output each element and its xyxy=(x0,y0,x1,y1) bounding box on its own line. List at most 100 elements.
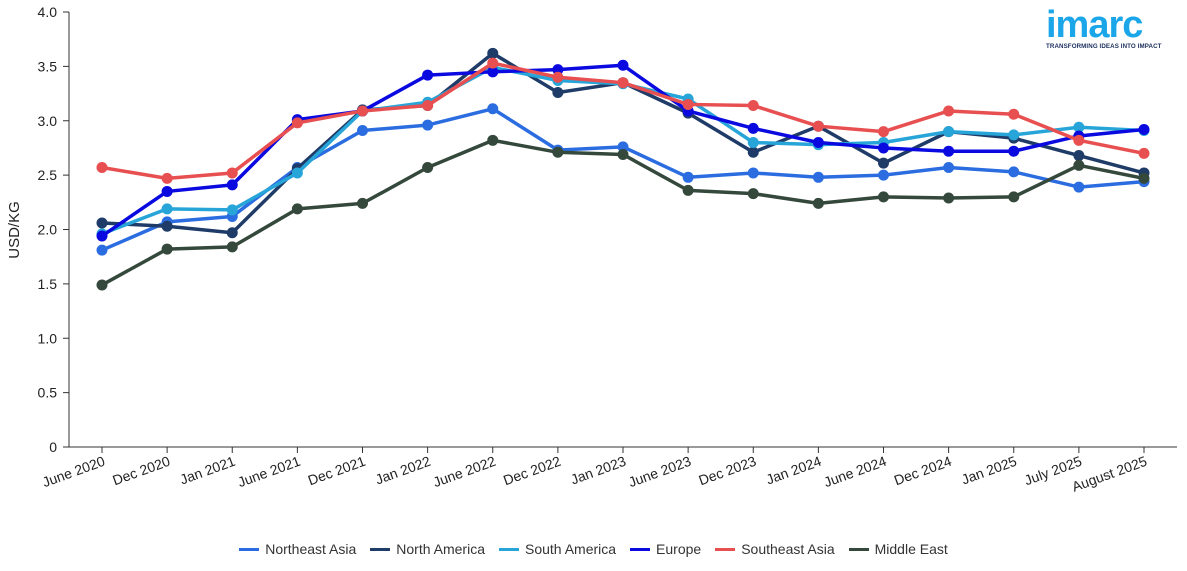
data-point-europe[interactable] xyxy=(1138,123,1150,135)
legend-item-south-america[interactable]: South America xyxy=(498,541,617,557)
data-point-middle-east[interactable] xyxy=(878,191,889,203)
data-point-north-america[interactable] xyxy=(878,157,889,169)
y-tick-label: 0.5 xyxy=(38,385,58,401)
y-tick-label: 1.5 xyxy=(38,276,58,292)
data-point-europe[interactable] xyxy=(422,69,434,81)
data-point-southeast-asia[interactable] xyxy=(617,77,629,89)
data-point-northeast-asia[interactable] xyxy=(96,244,108,256)
data-point-north-america[interactable] xyxy=(1073,150,1085,162)
data-point-southeast-asia[interactable] xyxy=(1008,108,1020,120)
data-point-southeast-asia[interactable] xyxy=(422,100,434,112)
data-point-northeast-asia[interactable] xyxy=(617,141,629,153)
data-point-northeast-asia[interactable] xyxy=(1073,181,1085,193)
data-point-southeast-asia[interactable] xyxy=(1073,134,1085,146)
data-point-europe[interactable] xyxy=(487,66,499,78)
data-point-northeast-asia[interactable] xyxy=(682,171,694,183)
data-point-southeast-asia[interactable] xyxy=(1138,147,1150,159)
legend-item-northeast-asia[interactable]: Northeast Asia xyxy=(239,541,356,557)
data-point-europe[interactable] xyxy=(617,59,629,71)
x-tick-label: Jan 2022 xyxy=(373,453,433,488)
data-point-europe[interactable] xyxy=(552,64,564,76)
chart-legend: Northeast Asia North America South America… xyxy=(0,541,1187,557)
data-point-north-america[interactable] xyxy=(226,227,238,239)
data-point-southeast-asia[interactable] xyxy=(357,105,368,117)
x-tick-label: June 2023 xyxy=(626,453,693,490)
x-tick-label: Jan 2025 xyxy=(959,453,1019,488)
y-tick-label: 2.5 xyxy=(38,167,58,183)
data-point-middle-east[interactable] xyxy=(1073,159,1085,171)
data-point-southeast-asia[interactable] xyxy=(878,126,889,138)
data-point-europe[interactable] xyxy=(161,185,173,197)
y-tick-label: 4.0 xyxy=(38,4,58,20)
data-point-southeast-asia[interactable] xyxy=(487,57,499,69)
imarc-logo: imarc TRANSFORMING IDEAS INTO IMPACT xyxy=(1044,4,1164,54)
data-point-middle-east[interactable] xyxy=(943,192,955,204)
data-point-middle-east[interactable] xyxy=(1138,172,1150,184)
data-point-middle-east[interactable] xyxy=(487,134,499,146)
data-point-south-america[interactable] xyxy=(226,204,238,216)
data-point-southeast-asia[interactable] xyxy=(682,98,694,110)
data-point-south-america[interactable] xyxy=(747,137,759,148)
logo-tagline: TRANSFORMING IDEAS INTO IMPACT xyxy=(1046,43,1162,50)
data-point-middle-east[interactable] xyxy=(291,203,303,215)
data-point-europe[interactable] xyxy=(96,230,108,242)
data-point-middle-east[interactable] xyxy=(812,197,824,209)
x-tick-label: Dec 2022 xyxy=(501,453,563,489)
data-point-north-america[interactable] xyxy=(552,86,564,98)
data-point-southeast-asia[interactable] xyxy=(747,100,759,112)
data-point-south-america[interactable] xyxy=(161,203,173,215)
data-point-europe[interactable] xyxy=(226,179,238,191)
data-point-north-america[interactable] xyxy=(161,220,173,232)
data-point-southeast-asia[interactable] xyxy=(291,117,303,129)
legend-label: South America xyxy=(524,541,617,557)
data-point-southeast-asia[interactable] xyxy=(812,120,824,132)
data-point-north-america[interactable] xyxy=(487,47,499,59)
x-tick-label: Dec 2020 xyxy=(110,453,172,489)
data-point-northeast-asia[interactable] xyxy=(878,169,889,181)
data-point-northeast-asia[interactable] xyxy=(943,162,955,174)
legend-item-southeast-asia[interactable]: Southeast Asia xyxy=(715,541,835,557)
data-point-northeast-asia[interactable] xyxy=(487,103,499,115)
y-axis-label: USD/KG xyxy=(6,201,23,259)
data-point-south-america[interactable] xyxy=(291,167,303,179)
legend-item-europe[interactable]: Europe xyxy=(630,541,701,557)
legend-swatch xyxy=(630,547,651,551)
data-point-middle-east[interactable] xyxy=(1008,191,1020,203)
data-point-northeast-asia[interactable] xyxy=(1008,166,1020,178)
data-point-middle-east[interactable] xyxy=(617,148,629,160)
data-point-south-america[interactable] xyxy=(1008,129,1020,141)
data-point-northeast-asia[interactable] xyxy=(747,167,759,179)
legend-item-middle-east[interactable]: Middle East xyxy=(848,541,948,557)
data-point-middle-east[interactable] xyxy=(682,184,694,196)
data-point-southeast-asia[interactable] xyxy=(96,162,108,174)
data-point-northeast-asia[interactable] xyxy=(422,119,434,131)
data-point-middle-east[interactable] xyxy=(422,162,434,174)
x-tick-label: Jan 2023 xyxy=(568,453,628,488)
data-point-middle-east[interactable] xyxy=(226,241,238,253)
data-point-southeast-asia[interactable] xyxy=(943,105,955,117)
x-tick-label: June 2022 xyxy=(431,453,498,490)
data-point-middle-east[interactable] xyxy=(96,279,108,291)
data-point-europe[interactable] xyxy=(1008,145,1020,157)
data-point-southeast-asia[interactable] xyxy=(552,71,564,83)
data-point-southeast-asia[interactable] xyxy=(161,172,173,184)
line-chart: USD/KG 0 0.5 1.0 1.5 2.0 2.5 3.0 3.5 4.0 June 202… xyxy=(6,4,1177,495)
data-point-europe[interactable] xyxy=(878,142,889,154)
data-point-europe[interactable] xyxy=(943,145,955,157)
data-point-south-america[interactable] xyxy=(943,126,955,138)
data-point-northeast-asia[interactable] xyxy=(357,125,368,137)
data-point-middle-east[interactable] xyxy=(357,197,368,209)
data-point-middle-east[interactable] xyxy=(747,188,759,200)
data-point-europe[interactable] xyxy=(747,122,759,134)
data-point-north-america[interactable] xyxy=(747,146,759,158)
data-point-europe[interactable] xyxy=(812,137,824,148)
legend-item-north-america[interactable]: North America xyxy=(370,541,485,557)
legend-label: North America xyxy=(396,541,485,557)
data-point-south-america[interactable] xyxy=(1073,121,1085,133)
data-point-north-america[interactable] xyxy=(96,217,108,229)
data-point-southeast-asia[interactable] xyxy=(226,167,238,179)
data-point-middle-east[interactable] xyxy=(161,243,173,255)
data-point-middle-east[interactable] xyxy=(552,146,564,158)
data-point-northeast-asia[interactable] xyxy=(812,171,824,183)
x-tick-label: August 2025 xyxy=(1070,453,1150,495)
